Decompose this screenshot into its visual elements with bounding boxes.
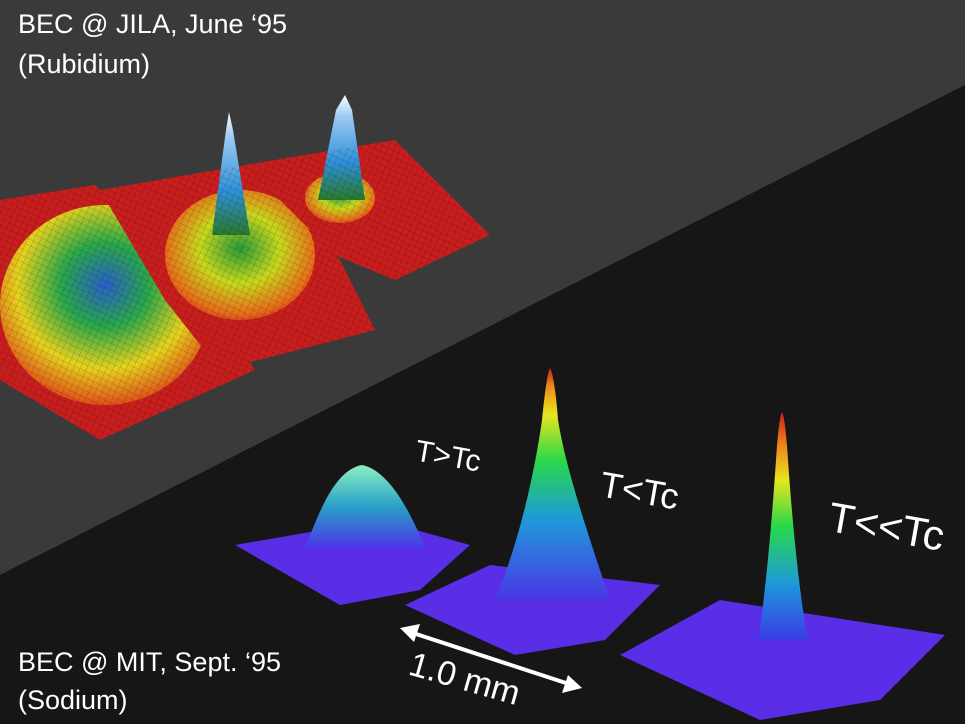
jila-plot-group [0,95,490,440]
mit-plate-3 [620,600,945,720]
lower-background [0,85,965,724]
scale-arrow [400,624,582,693]
mit-peak-3 [758,412,808,640]
jila-caption-line2: (Rubidium) [18,49,151,79]
mit-caption-line2: (Sodium) [18,685,128,715]
jila-caption-line1: BEC @ JILA, June ‘95 [18,9,288,39]
mit-plot-group [235,368,945,720]
mit-caption-line1: BEC @ MIT, Sept. ‘95 [18,647,281,677]
mit-mound-2 [495,368,610,600]
upper-background [0,0,965,575]
mit-mound-1 [305,465,425,548]
